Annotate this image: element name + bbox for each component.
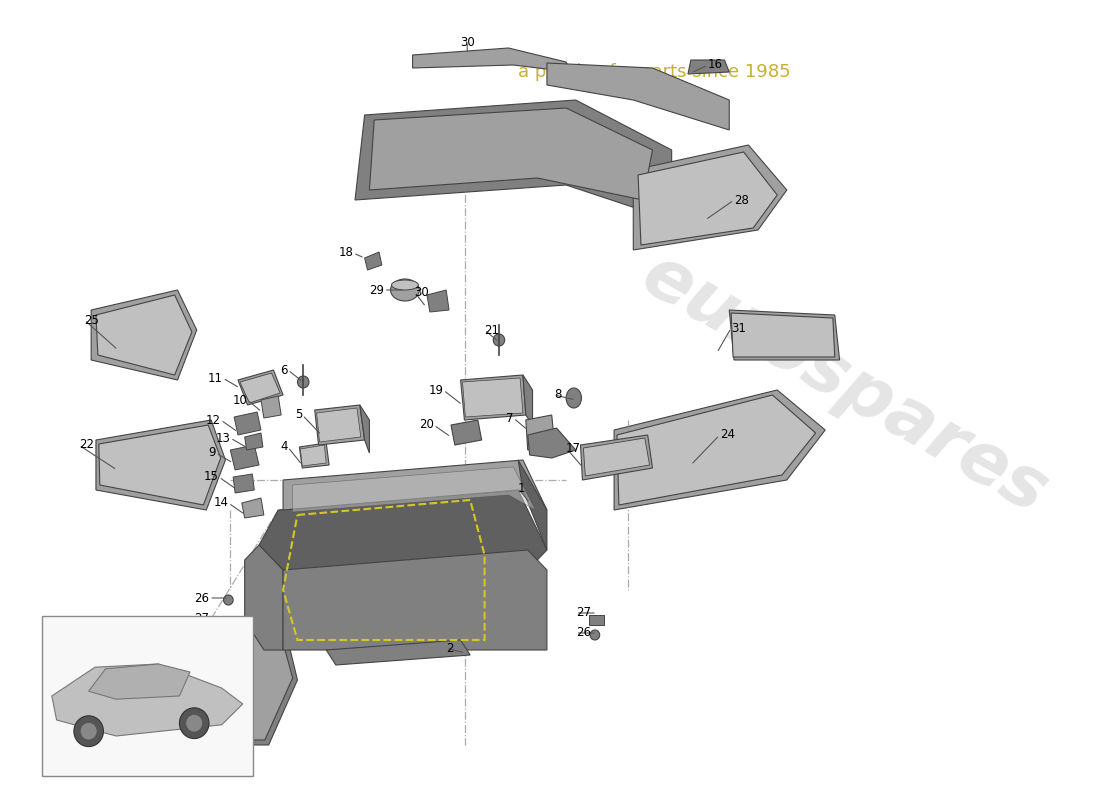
Polygon shape [234,412,261,435]
Polygon shape [461,375,526,420]
Text: 20: 20 [419,418,433,431]
Polygon shape [638,152,778,245]
Text: 16: 16 [708,58,723,71]
Text: 22: 22 [79,438,94,451]
Polygon shape [518,460,547,550]
Polygon shape [427,290,449,312]
Ellipse shape [297,376,309,388]
Polygon shape [260,490,547,570]
Polygon shape [355,100,672,220]
Polygon shape [99,425,221,505]
Text: 15: 15 [204,470,219,483]
Polygon shape [315,405,364,445]
Polygon shape [96,295,191,375]
Text: 21: 21 [485,323,499,337]
Text: 10: 10 [233,394,248,406]
Ellipse shape [493,334,505,346]
Polygon shape [732,313,835,357]
Ellipse shape [566,388,582,408]
Polygon shape [222,618,238,628]
Polygon shape [614,390,825,510]
Ellipse shape [390,279,419,301]
Text: 14: 14 [213,497,229,510]
Text: 24: 24 [719,429,735,442]
Polygon shape [729,310,839,360]
Text: 12: 12 [206,414,221,426]
Text: 30: 30 [415,286,429,298]
Text: 13: 13 [216,431,230,445]
Text: 31: 31 [732,322,746,334]
Polygon shape [238,370,283,405]
Polygon shape [327,640,470,665]
Polygon shape [526,415,554,450]
Text: 27: 27 [575,606,591,619]
Ellipse shape [179,708,209,738]
Polygon shape [528,428,575,458]
Text: 7: 7 [506,411,514,425]
Ellipse shape [186,714,202,732]
Text: 26: 26 [575,626,591,639]
Polygon shape [261,396,282,418]
Text: eurospares: eurospares [629,240,1059,528]
Text: 27: 27 [195,611,209,625]
Ellipse shape [590,630,600,640]
Polygon shape [634,145,786,250]
Text: 9: 9 [208,446,216,459]
Bar [42,616,253,776]
Text: 18: 18 [338,246,353,259]
Ellipse shape [223,595,233,605]
Text: 2: 2 [447,642,453,654]
Text: 28: 28 [734,194,749,206]
Polygon shape [283,550,547,650]
Text: 17: 17 [566,442,581,454]
Text: 19: 19 [428,383,443,397]
Polygon shape [547,63,729,130]
Text: 8: 8 [554,389,562,402]
Polygon shape [91,290,197,380]
Polygon shape [581,435,652,480]
Polygon shape [230,445,260,470]
Polygon shape [412,48,571,72]
Text: 30: 30 [460,35,475,49]
Text: 26: 26 [195,591,209,605]
Polygon shape [300,445,327,466]
Ellipse shape [392,280,418,290]
Text: 3: 3 [85,714,91,726]
Polygon shape [370,108,652,200]
Polygon shape [240,373,280,403]
Text: 5: 5 [295,409,302,422]
Polygon shape [283,460,547,510]
Polygon shape [617,395,815,505]
Polygon shape [52,664,243,736]
Polygon shape [522,375,532,425]
Polygon shape [96,625,293,740]
Polygon shape [244,545,283,650]
Text: a passion for parts since 1985: a passion for parts since 1985 [518,63,791,81]
Polygon shape [583,438,650,476]
Text: 29: 29 [368,283,384,297]
Text: 4: 4 [280,441,288,454]
Polygon shape [96,420,225,510]
Text: 1: 1 [518,482,526,494]
Polygon shape [364,252,382,270]
Text: 25: 25 [85,314,99,326]
Polygon shape [451,420,482,445]
Polygon shape [360,405,370,453]
Polygon shape [688,60,729,74]
Polygon shape [299,443,329,468]
Polygon shape [462,378,522,417]
Polygon shape [293,467,536,512]
Polygon shape [590,615,605,625]
Ellipse shape [80,722,97,740]
Text: 6: 6 [280,363,288,377]
Polygon shape [244,433,263,450]
Polygon shape [317,408,361,442]
Polygon shape [91,620,297,745]
Ellipse shape [74,716,103,746]
Text: 11: 11 [208,371,222,385]
Polygon shape [233,474,254,493]
Polygon shape [89,664,190,699]
Polygon shape [242,498,264,518]
